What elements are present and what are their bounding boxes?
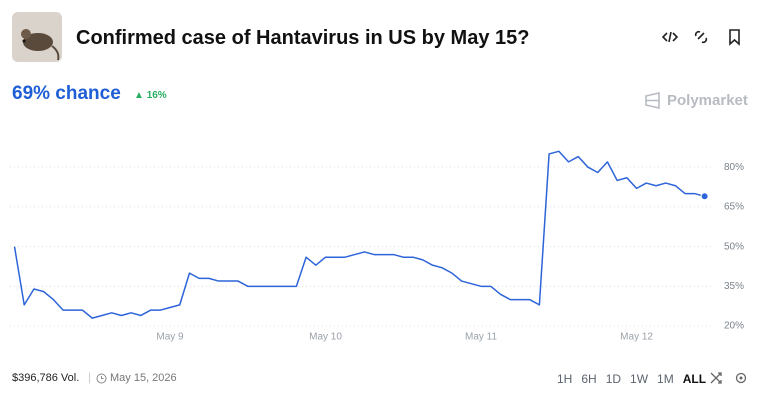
y-tick-label: 20% [724, 321, 744, 332]
bookmark-icon[interactable] [729, 29, 740, 46]
brand-logo [645, 92, 660, 110]
embed-icon[interactable] [662, 31, 679, 43]
chance: 69% chance [12, 83, 121, 104]
link-icon[interactable] [694, 30, 708, 44]
range-button[interactable]: 1W [630, 372, 649, 386]
shuffle-icon[interactable] [710, 372, 722, 384]
range-button[interactable]: 1M [657, 372, 674, 386]
clock-icon [96, 373, 107, 384]
volume: $396,786 Vol. [12, 372, 80, 384]
settings-icon[interactable] [735, 372, 747, 384]
y-tick-label: 65% [724, 202, 744, 213]
x-tick-label: May 9 [156, 332, 184, 343]
brand: Polymarket [667, 92, 748, 109]
toolbar [662, 29, 740, 46]
market-title: Confirmed case of Hantavirus in US by Ma… [76, 27, 530, 49]
y-tick-label: 80% [724, 162, 744, 173]
chart-tools [710, 372, 747, 384]
price-line [13, 150, 705, 319]
range-button[interactable]: 6H [581, 372, 597, 386]
y-tick-label: 50% [724, 241, 744, 252]
divider: | [88, 370, 92, 384]
y-tick-label: 35% [724, 281, 744, 292]
range-button[interactable]: 1H [557, 372, 573, 386]
chart: 20% 35% 50% 65% 80% May 9 May 10 May 11 May 12 [10, 150, 744, 343]
x-tick-label: May 11 [465, 332, 497, 343]
current-point [700, 192, 709, 201]
range-button[interactable]: 1D [605, 372, 622, 386]
change: ▲ 16% [134, 90, 167, 101]
up-arrow: ▲ [134, 90, 147, 101]
change-value: 16% [146, 90, 167, 101]
range-selector: 1H 6H 1D 1W 1M ALL [557, 372, 706, 386]
x-tick-label: May 12 [620, 332, 653, 343]
x-tick-label: May 10 [309, 332, 342, 343]
end-date: May 15, 2026 [110, 372, 177, 384]
market-image [12, 12, 62, 62]
range-button[interactable]: ALL [682, 372, 707, 386]
